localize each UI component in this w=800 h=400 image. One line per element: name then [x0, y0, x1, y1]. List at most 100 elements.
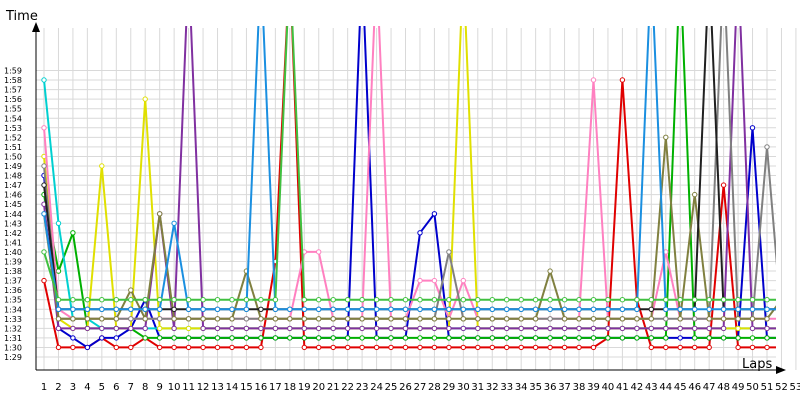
x-tick-label: 53 [790, 382, 800, 393]
data-point [99, 306, 105, 312]
x-tick-label: 29 [443, 382, 456, 393]
y-tick-label: 1:52 [4, 133, 22, 142]
data-point [648, 306, 654, 312]
data-point [720, 335, 727, 341]
data-point [243, 297, 250, 303]
data-point [157, 297, 163, 303]
y-tick-label: 1:51 [4, 143, 22, 152]
data-point [547, 335, 553, 341]
x-tick-label: 5 [99, 382, 105, 393]
data-point [590, 306, 597, 312]
y-tick-label: 1:53 [4, 124, 22, 133]
data-point [113, 325, 120, 332]
data-point [55, 316, 62, 322]
data-point [663, 335, 669, 341]
data-point [128, 316, 134, 322]
data-point [214, 316, 221, 322]
data-point [431, 297, 438, 303]
data-point [417, 277, 423, 284]
data-point [229, 306, 235, 312]
data-point [749, 344, 756, 351]
series-3 [41, 26, 776, 341]
data-point [55, 306, 62, 312]
data-point [619, 306, 626, 312]
x-tick-label: 18 [283, 382, 296, 393]
data-point [301, 344, 307, 351]
data-point [431, 306, 438, 312]
y-tick-label: 1:36 [4, 286, 22, 295]
data-point [677, 344, 683, 351]
x-tick-label: 39 [587, 382, 600, 393]
data-point [735, 344, 741, 351]
data-point [446, 325, 452, 332]
data-point [417, 297, 423, 303]
x-tick-label: 30 [457, 382, 470, 393]
data-point [142, 325, 148, 332]
data-point [214, 325, 221, 332]
data-point [706, 297, 712, 303]
data-point [590, 325, 597, 332]
data-point [692, 316, 698, 322]
data-point [142, 335, 148, 341]
data-point [518, 316, 524, 322]
data-point [576, 344, 582, 351]
y-tick-label: 1:39 [4, 258, 22, 267]
data-point [272, 316, 279, 322]
data-point [258, 344, 264, 351]
data-point [243, 306, 250, 312]
y-tick-label: 1:43 [4, 219, 22, 228]
data-point [316, 325, 322, 332]
x-tick-label: 34 [515, 382, 528, 393]
data-point [185, 344, 192, 351]
data-point [735, 297, 741, 303]
x-tick-label: 37 [558, 382, 571, 393]
data-point [735, 325, 741, 332]
data-point [518, 344, 524, 351]
x-tick-label: 32 [486, 382, 499, 393]
y-axis-arrow-icon [32, 22, 40, 32]
y-tick-label: 1:54 [4, 114, 22, 123]
data-point [489, 316, 495, 322]
data-point [84, 344, 91, 351]
data-point [431, 344, 438, 351]
data-point [576, 325, 582, 332]
data-point [330, 316, 336, 322]
data-point [576, 316, 582, 322]
data-point [258, 316, 264, 322]
data-point [243, 335, 250, 341]
data-point [185, 297, 192, 303]
data-point [475, 344, 481, 351]
data-point [446, 344, 452, 351]
data-point [634, 325, 640, 332]
data-point [706, 316, 712, 322]
data-point [504, 316, 510, 322]
data-point [84, 297, 91, 303]
data-point [402, 306, 409, 312]
data-point [128, 306, 134, 312]
data-point [590, 316, 597, 322]
data-point [720, 306, 727, 312]
data-point [561, 306, 568, 312]
data-point [345, 306, 351, 312]
data-point [99, 335, 105, 341]
x-tick-label: 2 [55, 382, 61, 393]
data-point [373, 325, 380, 332]
x-tick-label: 42 [630, 382, 643, 393]
y-tick-label: 1:34 [4, 305, 22, 314]
x-tick-label: 52 [775, 382, 788, 393]
data-point [200, 344, 206, 351]
x-tick-label: 21 [327, 382, 340, 393]
x-tick-label: 28 [428, 382, 441, 393]
data-point [41, 125, 47, 131]
data-point [677, 297, 683, 303]
series-9 [41, 134, 776, 322]
x-tick-label: 31 [471, 382, 484, 393]
data-point [214, 344, 221, 351]
data-point [258, 335, 264, 341]
data-point [214, 335, 221, 341]
x-tick-label: 12 [197, 382, 210, 393]
data-point [475, 325, 481, 332]
data-point [243, 325, 250, 332]
data-point [619, 325, 626, 332]
data-point [157, 335, 163, 341]
